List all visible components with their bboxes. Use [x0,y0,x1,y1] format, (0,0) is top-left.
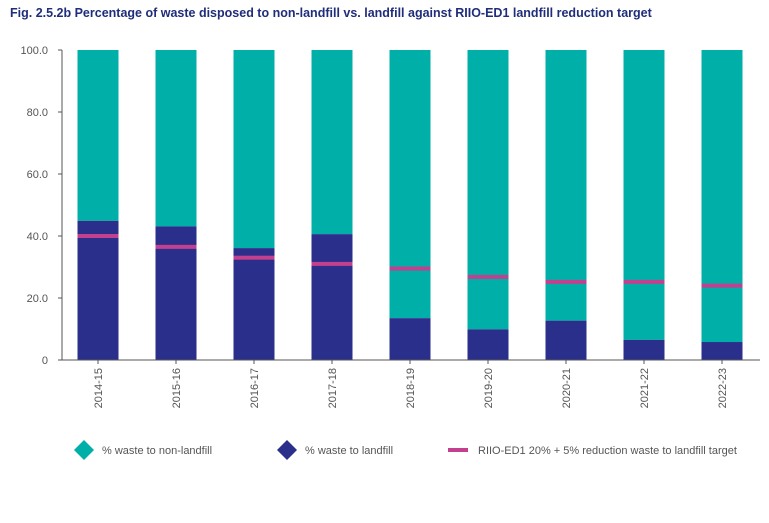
x-tick-label: 2019-20 [483,368,495,408]
y-tick-label: 40.0 [27,231,48,243]
y-tick-label: 20.0 [27,293,48,305]
target-marker [467,274,509,279]
bar-non-landfill [701,50,743,343]
x-tick-label: 2016-17 [249,368,261,408]
legend: % waste to non-landfill % waste to landfi… [74,440,737,460]
target-marker [545,279,587,284]
y-tick-label: 100.0 [20,45,48,57]
target-marker [233,255,275,260]
legend-label-landfill: % waste to landfill [305,445,393,457]
target-marker [389,266,431,271]
bar-non-landfill [311,50,353,235]
y-tick-label: 0 [42,355,48,367]
chart-title: Fig. 2.5.2b Percentage of waste disposed… [10,6,652,20]
bar-landfill [623,339,665,360]
bar-landfill [389,318,431,360]
bar-non-landfill [389,50,431,319]
legend-label-non-landfill: % waste to non-landfill [102,445,212,457]
bar-landfill [77,220,119,360]
bar-non-landfill [545,50,587,321]
bar-non-landfill [155,50,197,227]
x-tick-label: 2021-22 [639,368,651,408]
x-tick-label: 2020-21 [561,368,573,408]
bar-landfill [311,234,353,360]
target-marker [701,283,743,288]
bar-landfill [233,248,275,360]
bar-landfill [701,342,743,360]
y-tick-label: 60.0 [27,169,48,181]
bar-non-landfill [467,50,509,330]
target-marker [77,234,119,238]
bar-non-landfill [233,50,275,249]
x-tick-label: 2015-16 [171,368,183,408]
x-tick-label: 2014-15 [93,368,105,408]
bar-landfill [467,329,509,360]
bar-non-landfill [623,50,665,340]
x-tick-label: 2017-18 [327,368,339,408]
y-tick-label: 80.0 [27,107,48,119]
bar-non-landfill [77,50,119,221]
bar-landfill [545,320,587,360]
target-markers [77,234,743,288]
legend-label-target: RIIO-ED1 20% + 5% reduction waste to lan… [478,445,737,457]
bars [77,50,743,360]
target-marker [155,244,197,249]
target-marker [311,261,353,266]
legend-diamond-non-landfill-icon [74,440,94,460]
x-axis: 2014-15 2015-16 2016-17 2017-18 2018-19 2019-… [62,359,760,408]
y-axis: 0 20.0 40.0 60.0 80.0 100.0 [20,45,63,367]
x-tick-label: 2018-19 [405,368,417,408]
target-marker [623,279,665,284]
legend-target-line-icon [448,448,468,452]
legend-diamond-landfill-icon [277,440,297,460]
x-tick-label: 2022-23 [717,368,729,408]
